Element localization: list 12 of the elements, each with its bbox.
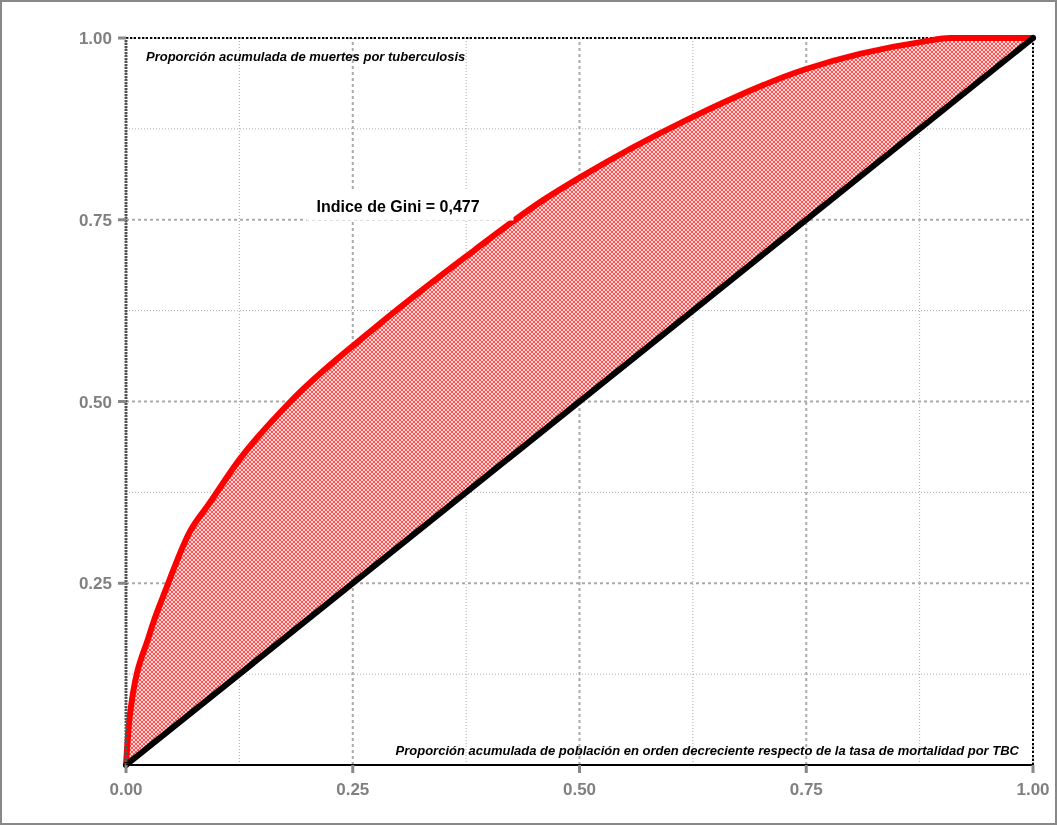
x-tick-label: 0.00 — [109, 780, 143, 799]
x-axis-title: Proporción acumulada de población en orden decreciente respecto de la tasa de mortalidad por TBC — [395, 743, 1020, 758]
y-tick-label: 1.00 — [78, 29, 112, 48]
x-tick-label: 1.00 — [1016, 780, 1050, 799]
y-tick-label: 0.50 — [78, 392, 112, 412]
x-tick-label: 0.50 — [562, 780, 597, 799]
y-axis-title: Proporción acumulada de muertes por tuberculosis — [146, 49, 466, 64]
y-tick-label: 0.25 — [78, 574, 112, 594]
y-tick-label: 0.75 — [78, 210, 112, 230]
x-tick-label: 0.75 — [789, 780, 823, 799]
x-tick-label: 0.25 — [336, 780, 370, 799]
annotation: Indice de Gini = 0,477 — [316, 198, 480, 216]
